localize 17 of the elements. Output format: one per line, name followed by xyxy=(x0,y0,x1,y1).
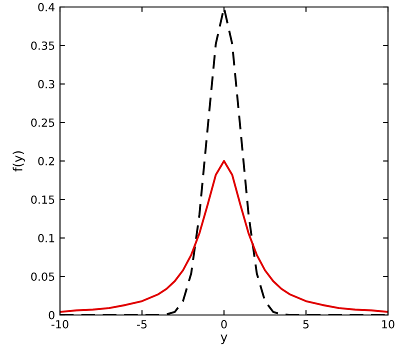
x-tick-label: -10 xyxy=(51,320,68,328)
x-tick-label: -5 xyxy=(137,320,147,328)
y-tick-label: 0 xyxy=(48,310,54,320)
x-axis-title: y xyxy=(220,334,228,344)
y-tick-label: 0.15 xyxy=(31,195,54,204)
x-tick-label: 10 xyxy=(382,320,394,328)
y-tick-label: 0.4 xyxy=(38,2,55,12)
line-series xyxy=(60,160,388,313)
x-tick-label: 0 xyxy=(221,320,227,328)
y-tick-label: 0.1 xyxy=(38,234,54,242)
y-tick-label: 0.05 xyxy=(31,272,54,281)
y-tick-label: 0.3 xyxy=(38,80,54,88)
y-tick-label: 0.25 xyxy=(31,118,54,127)
y-tick-label: 0.35 xyxy=(31,41,54,50)
y-axis-title: f(y) xyxy=(12,151,25,172)
y-tick-label: 0.2 xyxy=(38,156,54,166)
x-tick-label: 5 xyxy=(303,320,309,328)
